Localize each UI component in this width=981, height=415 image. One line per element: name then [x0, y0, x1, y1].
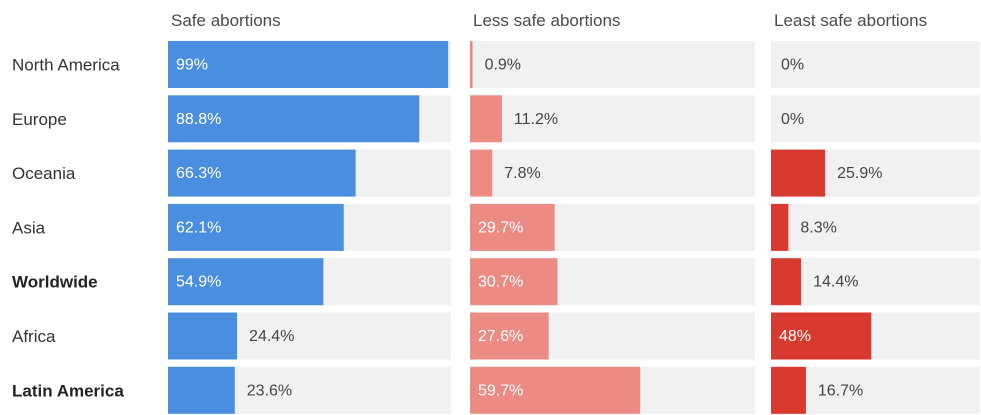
- bar: [168, 366, 235, 414]
- data-label: 59.7%: [478, 382, 523, 399]
- bar: [168, 203, 344, 251]
- bar: [771, 366, 806, 414]
- bar: [771, 149, 826, 197]
- data-label: 0%: [781, 57, 804, 74]
- bar: [168, 41, 449, 88]
- column-header-1: Less safe abortions: [473, 11, 620, 30]
- data-label: 7.8%: [504, 165, 540, 182]
- bar: [470, 95, 502, 143]
- bar: [771, 203, 789, 251]
- data-label: 88.8%: [176, 111, 221, 128]
- bar: [168, 258, 324, 306]
- data-label: 24.4%: [249, 328, 294, 345]
- data-label: 48%: [779, 328, 811, 345]
- row-label: Worldwide: [12, 273, 98, 292]
- bar-track: [771, 95, 980, 143]
- bar: [470, 203, 555, 251]
- bar: [470, 258, 558, 306]
- data-label: 0%: [781, 111, 804, 128]
- data-label: 62.1%: [176, 219, 221, 236]
- row-label: Asia: [12, 218, 46, 237]
- bar: [470, 312, 549, 360]
- column-header-0: Safe abortions: [171, 11, 281, 30]
- bar-track: [771, 258, 980, 306]
- bar: [470, 366, 641, 414]
- data-label: 99%: [176, 57, 208, 74]
- data-label: 29.7%: [478, 219, 523, 236]
- bar: [168, 149, 356, 197]
- data-label: 30.7%: [478, 274, 523, 291]
- data-label: 25.9%: [837, 165, 882, 182]
- data-label: 16.7%: [818, 382, 863, 399]
- bar: [470, 149, 493, 197]
- data-label: 27.6%: [478, 328, 523, 345]
- bar: [771, 312, 872, 360]
- data-label: 8.3%: [800, 219, 836, 236]
- row-label: Latin America: [12, 381, 124, 400]
- bar-track: [470, 41, 755, 88]
- row-label: Europe: [12, 110, 67, 129]
- bar-track: [771, 203, 980, 251]
- bar: [168, 312, 238, 360]
- data-label: 66.3%: [176, 165, 221, 182]
- bar: [771, 258, 802, 306]
- column-header-2: Least safe abortions: [774, 11, 927, 30]
- bar-track: [470, 149, 755, 197]
- data-label: 14.4%: [813, 274, 858, 291]
- row-label: Oceania: [12, 164, 76, 183]
- bar-track: [470, 95, 755, 143]
- data-label: 0.9%: [485, 57, 521, 74]
- data-label: 54.9%: [176, 274, 221, 291]
- bar: [168, 95, 420, 143]
- row-label: North America: [12, 56, 120, 75]
- bar: [470, 41, 473, 88]
- data-label: 23.6%: [247, 382, 292, 399]
- bar-track: [771, 41, 980, 88]
- data-label: 11.2%: [514, 111, 558, 128]
- row-label: Africa: [12, 327, 56, 346]
